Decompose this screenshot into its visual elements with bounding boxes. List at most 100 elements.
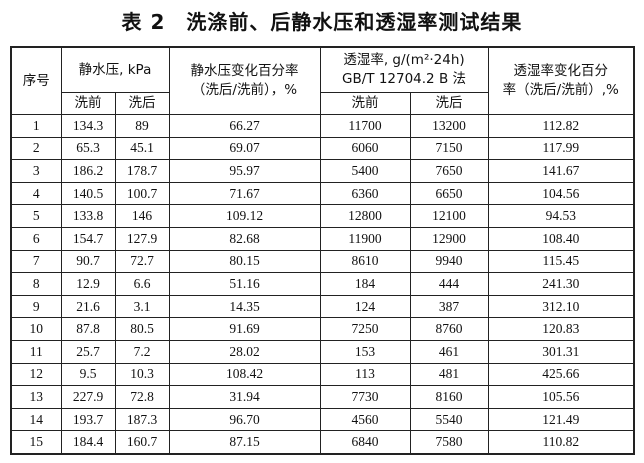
header-mvtr: 透湿率, g/(m²·24h) GB/T 12704.2 B 法 [319, 46, 489, 93]
header-hydro-change-line2: （洗后/洗前），% [191, 82, 298, 98]
cell-index: 15 [10, 430, 62, 455]
cell-hydro-before: 184.4 [60, 430, 116, 455]
cell-hydro-after: 7.2 [114, 339, 170, 364]
cell-mvtr-before: 124 [319, 294, 411, 319]
table-row: 9 21.6 3.1 14.35 124 387 312.10 [10, 294, 635, 319]
cell-mvtr-after: 481 [409, 362, 489, 387]
cell-index: 2 [10, 136, 62, 161]
cell-index: 9 [10, 294, 62, 319]
cell-mvtr-before: 8610 [319, 249, 411, 274]
header-index: 序号 [10, 46, 62, 115]
cell-hydro-change: 82.68 [168, 226, 321, 251]
table-title: 表 2 洗涤前、后静水压和透湿率测试结果 [121, 10, 523, 34]
cell-mvtr-before: 184 [319, 272, 411, 296]
cell-mvtr-after: 8760 [409, 317, 489, 341]
header-mvtr-line2: GB/T 12704.2 B 法 [342, 71, 466, 87]
table-row: 6 154.7 127.9 82.68 11900 12900 108.40 [10, 226, 635, 251]
table-row: 15 184.4 160.7 87.15 6840 7580 110.82 [10, 430, 635, 455]
cell-mvtr-after: 12100 [409, 204, 489, 228]
cell-mvtr-before: 11900 [319, 226, 411, 251]
cell-hydro-change: 108.42 [168, 362, 321, 387]
cell-mvtr-after: 7580 [409, 430, 489, 455]
table-row: 4 140.5 100.7 71.67 6360 6650 104.56 [10, 181, 635, 206]
cell-mvtr-before: 11700 [319, 114, 411, 138]
cell-hydro-change: 71.67 [168, 181, 321, 206]
cell-hydro-before: 21.6 [60, 294, 116, 319]
cell-hydro-change: 109.12 [168, 204, 321, 228]
cell-hydro-after: 187.3 [114, 407, 170, 432]
cell-mvtr-change: 301.31 [487, 339, 635, 364]
header-mvtr-change-line2: 率（洗后/洗前）,% [502, 82, 619, 98]
table-body: 1 134.3 89 66.27 11700 13200 112.82 2 65.3 45.1 69… [10, 114, 635, 455]
cell-mvtr-after: 9940 [409, 249, 489, 274]
cell-mvtr-after: 444 [409, 272, 489, 296]
cell-mvtr-before: 4560 [319, 407, 411, 432]
cell-hydro-before: 9.5 [60, 362, 116, 387]
cell-mvtr-change: 117.99 [487, 136, 635, 161]
header-hydro-after: 洗后 [114, 92, 170, 115]
cell-hydro-change: 80.15 [168, 249, 321, 274]
cell-mvtr-before: 12800 [319, 204, 411, 228]
cell-hydro-after: 10.3 [114, 362, 170, 387]
cell-hydro-before: 133.8 [60, 204, 116, 228]
cell-hydro-after: 72.8 [114, 385, 170, 409]
cell-mvtr-change: 104.56 [487, 181, 635, 206]
cell-hydro-after: 178.7 [114, 159, 170, 183]
cell-hydro-after: 45.1 [114, 136, 170, 161]
cell-index: 14 [10, 407, 62, 432]
cell-hydro-after: 80.5 [114, 317, 170, 341]
cell-hydro-change: 87.15 [168, 430, 321, 455]
table-row: 14 193.7 187.3 96.70 4560 5540 121.49 [10, 407, 635, 432]
cell-mvtr-change: 312.10 [487, 294, 635, 319]
cell-index: 5 [10, 204, 62, 228]
cell-index: 11 [10, 339, 62, 364]
cell-mvtr-after: 7650 [409, 159, 489, 183]
cell-mvtr-after: 13200 [409, 114, 489, 138]
cell-hydro-change: 14.35 [168, 294, 321, 319]
cell-mvtr-change: 108.40 [487, 226, 635, 251]
cell-index: 3 [10, 159, 62, 183]
cell-index: 7 [10, 249, 62, 274]
cell-hydro-before: 140.5 [60, 181, 116, 206]
cell-hydro-change: 66.27 [168, 114, 321, 138]
table-row: 8 12.9 6.6 51.16 184 444 241.30 [10, 272, 635, 296]
cell-index: 4 [10, 181, 62, 206]
cell-index: 6 [10, 226, 62, 251]
cell-mvtr-change: 110.82 [487, 430, 635, 455]
cell-index: 13 [10, 385, 62, 409]
cell-hydro-after: 72.7 [114, 249, 170, 274]
cell-hydro-after: 89 [114, 114, 170, 138]
cell-mvtr-change: 425.66 [487, 362, 635, 387]
cell-hydro-before: 154.7 [60, 226, 116, 251]
cell-mvtr-before: 6840 [319, 430, 411, 455]
table-row: 10 87.8 80.5 91.69 7250 8760 120.83 [10, 317, 635, 341]
cell-mvtr-change: 105.56 [487, 385, 635, 409]
cell-index: 12 [10, 362, 62, 387]
header-mvtr-change-line1: 透湿率变化百分 [513, 63, 609, 79]
cell-hydro-change: 69.07 [168, 136, 321, 161]
cell-hydro-after: 160.7 [114, 430, 170, 455]
cell-mvtr-after: 387 [409, 294, 489, 319]
header-mvtr-after: 洗后 [409, 92, 489, 115]
cell-mvtr-change: 120.83 [487, 317, 635, 341]
cell-hydro-before: 65.3 [60, 136, 116, 161]
cell-hydro-change: 51.16 [168, 272, 321, 296]
cell-hydro-change: 31.94 [168, 385, 321, 409]
cell-mvtr-change: 112.82 [487, 114, 635, 138]
table-row: 2 65.3 45.1 69.07 6060 7150 117.99 [10, 136, 635, 161]
cell-mvtr-before: 113 [319, 362, 411, 387]
cell-hydro-change: 91.69 [168, 317, 321, 341]
cell-mvtr-after: 12900 [409, 226, 489, 251]
results-table: 序号 静水压, kPa 静水压变化百分率 （洗后/洗前），% 透湿率, g/(m… [10, 46, 636, 455]
cell-mvtr-before: 7730 [319, 385, 411, 409]
cell-hydro-change: 28.02 [168, 339, 321, 364]
cell-mvtr-change: 121.49 [487, 407, 635, 432]
table-row: 5 133.8 146 109.12 12800 12100 94.53 [10, 204, 635, 228]
header-mvtr-line1: 透湿率, g/(m²·24h) [343, 52, 465, 68]
cell-mvtr-change: 141.67 [487, 159, 635, 183]
cell-hydro-before: 134.3 [60, 114, 116, 138]
cell-mvtr-after: 5540 [409, 407, 489, 432]
cell-hydro-before: 186.2 [60, 159, 116, 183]
cell-mvtr-before: 6360 [319, 181, 411, 206]
cell-hydro-before: 227.9 [60, 385, 116, 409]
